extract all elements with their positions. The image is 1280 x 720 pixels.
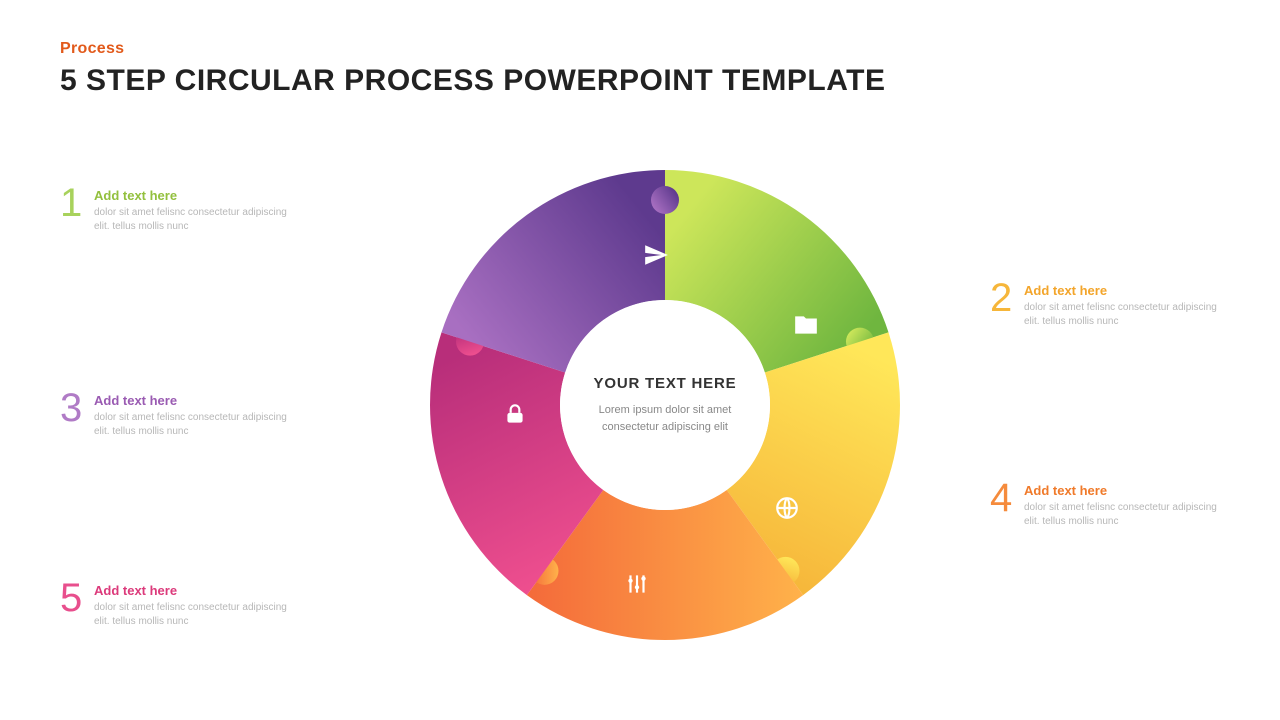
donut-diagram: YOUR TEXT HERE Lorem ipsum dolor sit ame…	[430, 170, 900, 640]
globe-icon	[774, 495, 800, 521]
callout-body: dolor sit amet felisnc consectetur adipi…	[94, 411, 300, 439]
callout-number: 2	[990, 280, 1016, 316]
callout-title: Add text here	[1024, 283, 1230, 298]
center-circle: YOUR TEXT HERE Lorem ipsum dolor sit ame…	[560, 300, 770, 510]
callout-text: Add text here dolor sit amet felisnc con…	[1024, 280, 1230, 329]
callout-number: 3	[60, 390, 86, 426]
paper-plane-icon	[643, 242, 669, 268]
callout-body: dolor sit amet felisnc consectetur adipi…	[1024, 301, 1230, 329]
center-body: Lorem ipsum dolor sit amet consectetur a…	[580, 402, 750, 435]
callout-text: Add text here dolor sit amet felisnc con…	[1024, 480, 1230, 529]
callout-number: 1	[60, 185, 86, 221]
category-label: Process	[60, 40, 885, 58]
callout-3: 3 Add text here dolor sit amet felisnc c…	[60, 390, 300, 439]
callout-1: 1 Add text here dolor sit amet felisnc c…	[60, 185, 300, 234]
lock-icon	[502, 401, 528, 427]
callout-title: Add text here	[94, 583, 300, 598]
callout-body: dolor sit amet felisnc consectetur adipi…	[94, 206, 300, 234]
callout-4: 4 Add text here dolor sit amet felisnc c…	[990, 480, 1230, 529]
callout-text: Add text here dolor sit amet felisnc con…	[94, 390, 300, 439]
callout-title: Add text here	[1024, 483, 1230, 498]
callout-2: 2 Add text here dolor sit amet felisnc c…	[990, 280, 1230, 329]
callout-body: dolor sit amet felisnc consectetur adipi…	[94, 601, 300, 629]
callout-number: 4	[990, 480, 1016, 516]
callout-number: 5	[60, 580, 86, 616]
sliders-icon	[624, 571, 650, 597]
callout-text: Add text here dolor sit amet felisnc con…	[94, 185, 300, 234]
callout-5: 5 Add text here dolor sit amet felisnc c…	[60, 580, 300, 629]
callout-title: Add text here	[94, 188, 300, 203]
folder-icon	[793, 312, 819, 338]
center-title: YOUR TEXT HERE	[594, 375, 737, 392]
callout-body: dolor sit amet felisnc consectetur adipi…	[1024, 501, 1230, 529]
callout-text: Add text here dolor sit amet felisnc con…	[94, 580, 300, 629]
page-title: 5 STEP CIRCULAR PROCESS POWERPOINT TEMPL…	[60, 64, 885, 98]
puzzle-tab	[651, 186, 679, 214]
header: Process 5 STEP CIRCULAR PROCESS POWERPOI…	[60, 40, 885, 98]
callout-title: Add text here	[94, 393, 300, 408]
